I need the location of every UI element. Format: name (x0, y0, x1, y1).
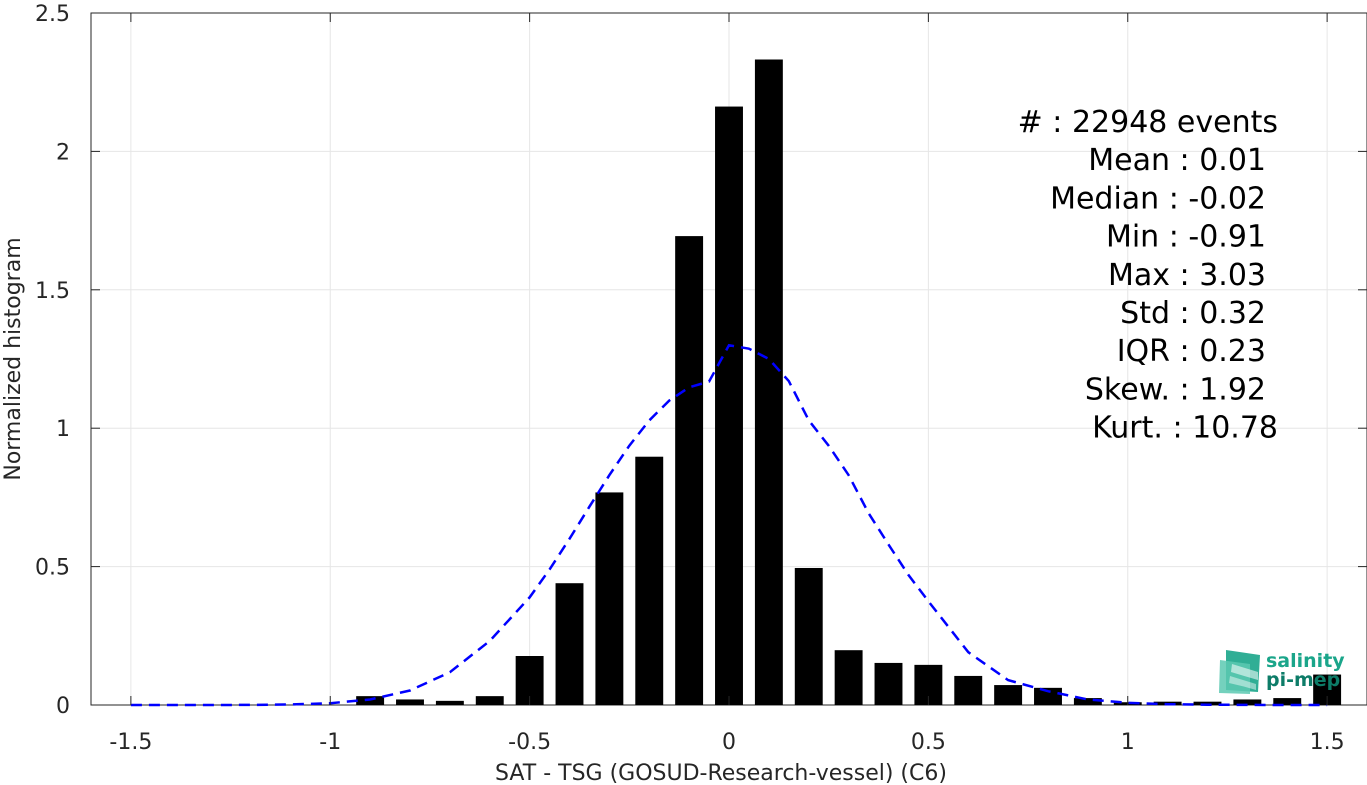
x-tick-label: -1 (319, 730, 341, 755)
histogram-bar (555, 583, 584, 705)
histogram-bars (356, 59, 1342, 706)
y-tick-label: 1 (56, 417, 70, 442)
histogram-bar (1233, 699, 1262, 705)
histogram-bar (1073, 698, 1102, 705)
y-axis-label: Normalized histogram (1, 237, 26, 480)
stat-line: Min : -0.91 (1106, 220, 1266, 255)
salinity-pi-mep-logo: salinity pi-mep (1219, 650, 1345, 694)
stat-line: # : 22948 events (1018, 105, 1278, 140)
histogram-bar (715, 106, 743, 705)
gaussian-fit-curve (130, 343, 1328, 707)
x-tick-label: 1 (1121, 730, 1135, 755)
stat-line: Median : -0.02 (1050, 181, 1266, 216)
histogram-bar (1273, 698, 1302, 705)
x-tick-label: 0 (722, 730, 736, 755)
stat-line: Skew. : 1.92 (1085, 372, 1266, 407)
histogram-bar (834, 650, 863, 705)
histogram-bar (1193, 701, 1222, 705)
y-tick-label: 0 (56, 694, 70, 719)
stat-line: Max : 3.03 (1108, 258, 1266, 293)
histogram-bar (754, 59, 783, 706)
histogram-bar (435, 700, 464, 705)
stat-line: Kurt. : 10.78 (1092, 411, 1278, 446)
histogram-bar (396, 699, 424, 705)
x-tick-label: -1.5 (109, 730, 152, 755)
histogram-bar (794, 567, 823, 705)
logo-text-line1: salinity (1266, 650, 1345, 672)
x-tick-labels: -1.5 -1 -0.5 0 0.5 1 1.5 (109, 730, 1344, 755)
histogram-bar (675, 236, 704, 705)
y-tick-label: 0.5 (35, 556, 70, 581)
histogram-bar (994, 685, 1023, 705)
logo-text-line2: pi-mep (1266, 669, 1340, 691)
axis-ticks (91, 12, 1367, 706)
logo-icon (1219, 650, 1260, 694)
histogram-bar (874, 662, 903, 705)
y-tick-label: 1.5 (35, 279, 70, 304)
y-tick-labels: 0 0.5 1 1.5 2 2.5 (35, 2, 70, 719)
x-axis-label: SAT - TSG (GOSUD-Research-vessel) (C6) (495, 761, 947, 785)
x-tick-label: 1.5 (1310, 730, 1345, 755)
stat-line: Std : 0.32 (1120, 296, 1266, 331)
y-tick-label: 2.5 (35, 2, 70, 27)
y-tick-label: 2 (56, 140, 70, 165)
histogram-bar (1034, 687, 1062, 705)
histogram-bar (475, 696, 504, 705)
x-tick-label: -0.5 (508, 730, 551, 755)
histogram-bar (635, 456, 664, 705)
x-tick-label: 0.5 (911, 730, 946, 755)
stat-line: Mean : 0.01 (1088, 143, 1266, 178)
histogram-bar (595, 492, 624, 705)
stat-line: IQR : 0.23 (1117, 334, 1266, 369)
histogram-bar (954, 675, 983, 705)
